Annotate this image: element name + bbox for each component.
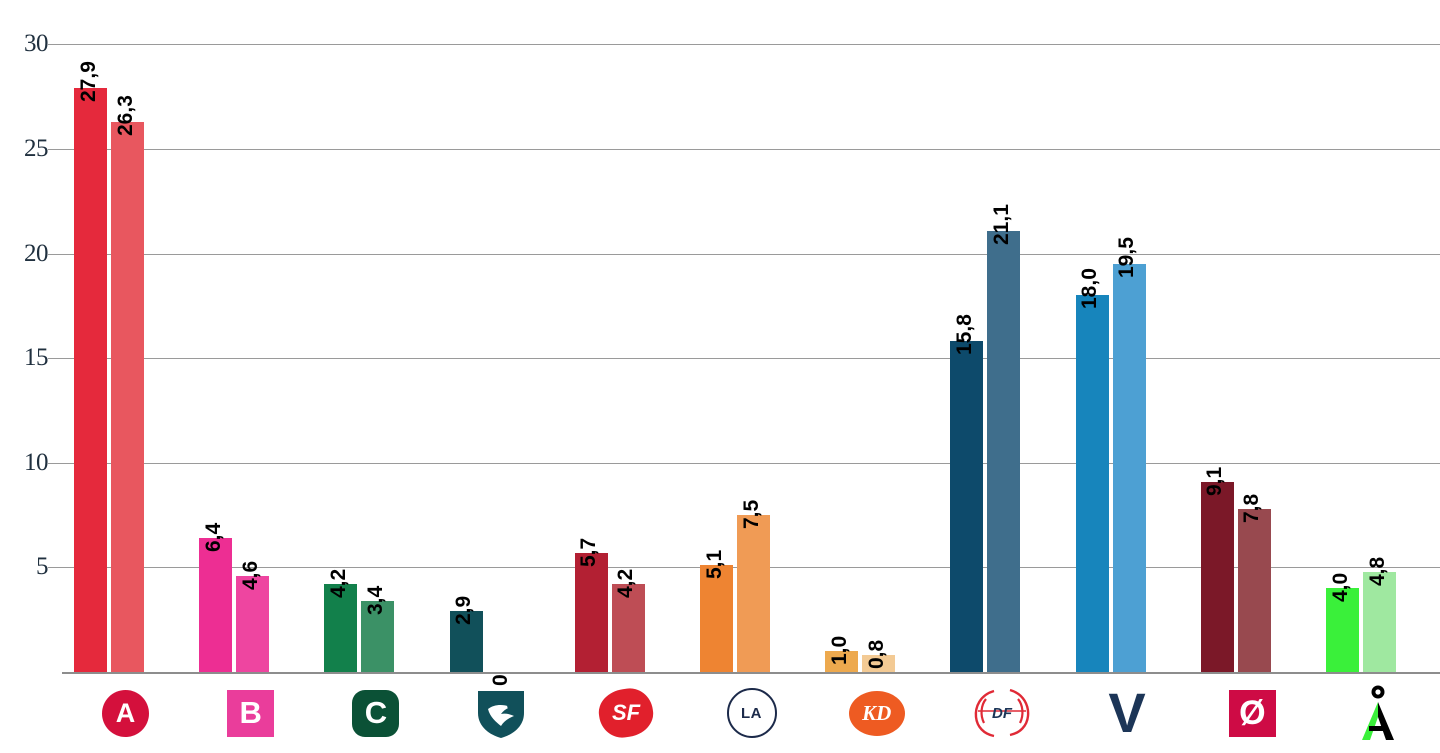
y-axis-tick <box>48 462 62 464</box>
x-axis-category-ø: Ø <box>1190 680 1315 746</box>
bar-value-label: 4,8 <box>1365 556 1389 586</box>
bar <box>1326 588 1359 672</box>
gridline <box>62 149 1440 150</box>
gridline <box>62 358 1440 360</box>
x-axis-category-d <box>439 680 564 746</box>
x-axis-logos: A B C SF LA KD DF V Ø <box>62 680 1440 753</box>
gridline <box>62 44 1440 46</box>
x-axis-category-la: LA <box>689 680 814 746</box>
bar <box>862 655 896 672</box>
y-axis-label: 30 <box>24 30 49 58</box>
y-axis-tick <box>48 149 62 150</box>
bar-value-label: 1,0 <box>827 635 851 666</box>
party-logo-sf: SF <box>596 685 657 741</box>
x-axis-category-a: A <box>63 680 188 746</box>
bar-value-label: 4,0 <box>1328 573 1352 603</box>
bar <box>987 230 1021 672</box>
bar-value-label: 5,7 <box>577 537 601 567</box>
gridline <box>62 253 1440 255</box>
bar-value-label: 4,2 <box>614 568 638 599</box>
bar <box>700 565 733 672</box>
party-logo-kd: KD <box>848 690 905 736</box>
y-axis-label: 25 <box>24 135 49 162</box>
axis-baseline <box>62 672 1440 674</box>
x-axis-category-v: V <box>1065 680 1190 746</box>
bar <box>236 575 270 672</box>
party-logo-oe: Ø <box>1228 689 1276 737</box>
bar <box>574 552 608 672</box>
party-logo-c: C <box>352 689 400 737</box>
bar-value-label: 6,4 <box>201 522 225 553</box>
party-logo-b: B <box>227 689 275 737</box>
bar-value-label: 19,5 <box>1115 237 1139 279</box>
party-logo-d <box>478 691 525 738</box>
party-logo-df: DF <box>974 688 1030 738</box>
gridline <box>62 462 1440 464</box>
x-axis-category-å <box>1315 680 1440 746</box>
bar-value-label: 0,8 <box>864 640 888 670</box>
svg-text:DF: DF <box>992 705 1013 722</box>
y-axis-label: 5 <box>36 553 49 581</box>
bar-value-label: 4,6 <box>238 560 262 590</box>
bar-value-label: 7,5 <box>739 499 763 530</box>
x-axis-category-kd: KD <box>814 680 939 746</box>
bar <box>361 600 395 672</box>
bar <box>1075 295 1109 672</box>
bar <box>825 651 859 672</box>
x-axis-category-c: C <box>313 680 438 746</box>
bar <box>449 611 483 672</box>
bar <box>950 341 984 672</box>
bar <box>324 584 358 672</box>
bar-value-label: 15,8 <box>952 314 976 356</box>
bar-value-label: 27,9 <box>76 61 100 103</box>
x-axis-category-b: B <box>188 680 313 746</box>
bar-value-label: 18,0 <box>1078 268 1102 310</box>
bar-value-label: 4,2 <box>326 568 350 599</box>
y-axis-label: 15 <box>24 344 49 372</box>
bar-value-label: 26,3 <box>113 94 137 136</box>
bar-value-label: 2,9 <box>452 596 476 626</box>
bar <box>611 584 645 672</box>
y-axis-tick <box>48 253 62 255</box>
bar <box>74 88 107 672</box>
bar <box>1112 264 1146 672</box>
bar <box>1200 481 1234 672</box>
party-logo-a: A <box>102 689 149 737</box>
y-axis-tick <box>48 567 62 569</box>
bar <box>737 515 770 672</box>
x-axis-category-df: DF <box>939 680 1064 746</box>
bar <box>199 538 233 672</box>
y-axis-label: 20 <box>24 239 49 267</box>
x-axis-category-sf: SF <box>564 680 689 746</box>
bar <box>1363 571 1396 672</box>
y-axis-tick <box>48 44 62 46</box>
bar-value-label: 9,1 <box>1203 466 1227 496</box>
party-logo-aa <box>1361 685 1394 740</box>
y-axis-tick <box>48 358 62 360</box>
plot-area: 27,9 26,3 6,4 4,6 4,2 3,4 2,9 0 5,7 4,2 5,1 7,5 1,0 0… <box>48 0 1440 686</box>
bar-value-label: 21,1 <box>989 203 1013 245</box>
party-logo-v: V <box>1108 680 1146 744</box>
bar-value-label: 5,1 <box>702 550 726 580</box>
y-axis-label: 10 <box>24 448 49 476</box>
party-logo-la: LA <box>726 688 777 738</box>
bar <box>111 121 144 672</box>
bar-value-label: 3,4 <box>363 585 387 615</box>
bar-value-label: 7,8 <box>1240 493 1264 523</box>
bar <box>1237 508 1271 672</box>
